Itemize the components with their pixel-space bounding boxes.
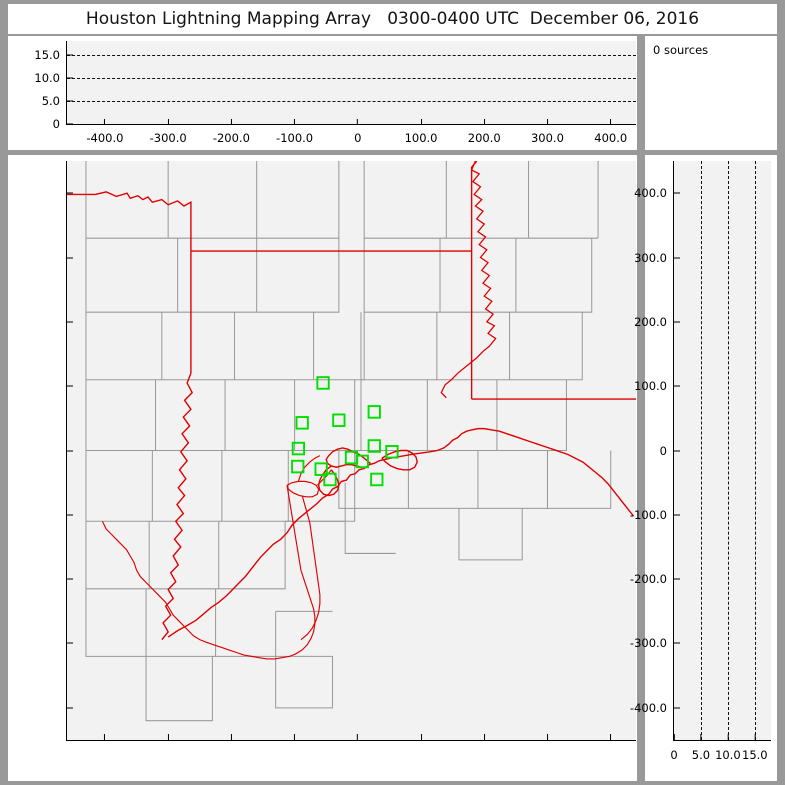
ytick-right-0: 0 xyxy=(660,444,674,458)
gridline-y-5 xyxy=(67,100,636,102)
lma-station-marker xyxy=(370,472,384,487)
xtick-right-15: 15.0 xyxy=(742,740,768,762)
plan-view-map-plot-area[interactable]: 400.0 300.0 200.0 100.0 0 -100.0 -200.0 … xyxy=(66,161,636,741)
xtick-map--300: -300.0 xyxy=(150,740,187,741)
lma-station-marker xyxy=(355,454,369,469)
altitude-vs-east-panel: 0 5.0 10.0 15.0 -400.0 -300.0 -200.0 -10… xyxy=(8,36,637,150)
texas-coast-bays-and-barrier-islands xyxy=(101,455,332,660)
lma-station-marker xyxy=(316,376,330,390)
xtick-top--100: -100.0 xyxy=(276,124,313,145)
lma-station-marker xyxy=(385,445,399,459)
xtick-top--300: -300.0 xyxy=(150,124,187,145)
ytick-map--200: -200.0 xyxy=(66,572,67,586)
ytick-map-100: 100.0 xyxy=(66,379,67,393)
ytick-top-5: 5.0 xyxy=(42,94,67,108)
xtick-top-300: 300.0 xyxy=(531,124,564,145)
gridline-x-10 xyxy=(727,161,729,740)
xtick-map--100: -100.0 xyxy=(276,740,313,741)
xtick-top--400: -400.0 xyxy=(86,124,123,145)
xtick-top--200: -200.0 xyxy=(213,124,250,145)
map-geography xyxy=(67,161,636,722)
lma-station-markers xyxy=(291,376,399,487)
county-lines xyxy=(85,161,612,722)
altitude-vs-east-plot-area[interactable]: 0 5.0 10.0 15.0 -400.0 -300.0 -200.0 -10… xyxy=(34,41,636,145)
lma-station-marker xyxy=(367,405,381,419)
ytick-map-0: 0 xyxy=(66,444,67,458)
xtick-map-400: 400.0 xyxy=(594,740,627,741)
source-count-panel: 0 sources xyxy=(645,36,777,150)
ytick-right--100: -100.0 xyxy=(630,508,674,522)
xtick-top-100: 100.0 xyxy=(405,124,438,145)
source-count-label: 0 sources xyxy=(653,43,709,57)
xtick-map-200: 200.0 xyxy=(468,740,501,741)
ytick-map-400: 400.0 xyxy=(66,186,67,200)
lma-station-marker xyxy=(291,459,305,474)
lma-station-marker xyxy=(314,462,328,476)
lma-station-marker xyxy=(295,416,309,430)
altitude-vs-north-plot-area[interactable]: 400.0 300.0 200.0 100.0 0 -100.0 -200.0 … xyxy=(630,161,771,762)
ytick-right--200: -200.0 xyxy=(630,572,674,586)
xtick-right-5: 5.0 xyxy=(692,740,710,762)
state-borders xyxy=(67,161,636,641)
page-title: Houston Lightning Mapping Array 0300-040… xyxy=(85,9,700,29)
gridline-y-10 xyxy=(67,77,636,79)
ytick-right-300: 300.0 xyxy=(634,251,674,265)
ytick-right-200: 200.0 xyxy=(634,315,674,329)
gridline-x-5 xyxy=(700,161,702,740)
ytick-right--400: -400.0 xyxy=(630,701,674,715)
xtick-map--400: -400.0 xyxy=(86,740,123,741)
ytick-map-200: 200.0 xyxy=(66,315,67,329)
ytick-right-100: 100.0 xyxy=(634,379,674,393)
lma-station-marker xyxy=(332,413,346,428)
plan-view-map-panel: 400.0 300.0 200.0 100.0 0 -100.0 -200.0 … xyxy=(8,155,637,781)
xtick-right-0: 0 xyxy=(670,740,677,762)
lma-station-marker xyxy=(367,439,381,453)
xtick-top-200: 200.0 xyxy=(468,124,501,145)
ytick-right-400: 400.0 xyxy=(634,186,674,200)
xtick-map-100: 100.0 xyxy=(405,740,438,741)
louisiana-mississippi-river-border xyxy=(440,161,497,399)
xtick-map--200: -200.0 xyxy=(213,740,250,741)
xtick-map-0: 0 xyxy=(354,740,361,741)
ytick-map--100: -100.0 xyxy=(66,508,67,522)
ytick-map--400: -400.0 xyxy=(66,701,67,715)
ytick-right--300: -300.0 xyxy=(630,636,674,650)
gridline-y-15 xyxy=(67,54,636,56)
altitude-vs-north-panel: 400.0 300.0 200.0 100.0 0 -100.0 -200.0 … xyxy=(630,155,777,781)
xtick-map-300: 300.0 xyxy=(531,740,564,741)
xtick-top-0: 0 xyxy=(354,124,361,145)
xtick-top-400: 400.0 xyxy=(594,124,627,145)
ytick-top-0: 0 xyxy=(53,117,67,131)
xtick-right-10: 10.0 xyxy=(715,740,741,762)
lma-station-marker xyxy=(323,472,337,487)
title-bar: Houston Lightning Mapping Array 0300-040… xyxy=(8,4,777,34)
ytick-top-10: 10.0 xyxy=(34,71,67,85)
gridline-x-15 xyxy=(754,161,756,740)
ytick-map--300: -300.0 xyxy=(66,636,67,650)
lma-station-marker xyxy=(291,441,306,456)
ytick-map-300: 300.0 xyxy=(66,251,67,265)
ytick-top-15: 15.0 xyxy=(34,48,67,62)
gulf-coastline xyxy=(167,427,635,638)
